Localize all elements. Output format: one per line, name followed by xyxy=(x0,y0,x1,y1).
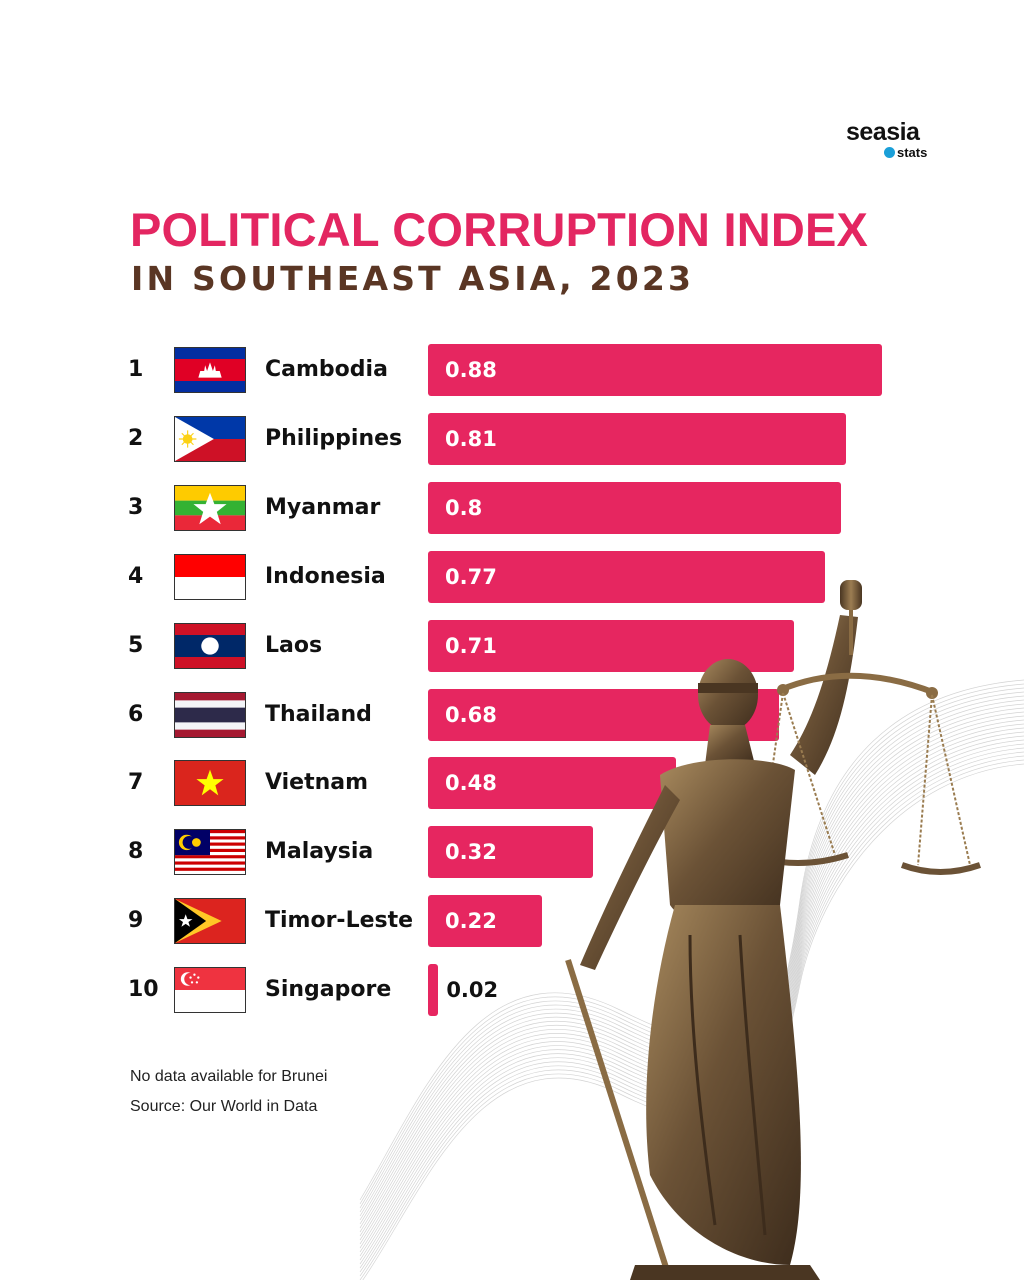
chart-row: 3 Myanmar 0.8 xyxy=(0,481,1024,534)
country-label: Singapore xyxy=(265,977,392,1003)
source-note: Source: Our World in Data xyxy=(130,1098,318,1115)
rank-label: 5 xyxy=(128,632,144,658)
country-label: Vietnam xyxy=(265,770,369,796)
value-label: 0.81 xyxy=(445,426,497,451)
rank-label: 2 xyxy=(128,425,144,451)
chart-row: 2 Philippines 0.81 xyxy=(0,412,1024,465)
value-label: 0.48 xyxy=(445,771,497,796)
logo-wordmark: seasia xyxy=(846,118,920,146)
chart-subtitle: IN SOUTHEAST ASIA, 2023 xyxy=(131,259,695,298)
chart-row: 4 Indonesia 0.77 xyxy=(0,550,1024,603)
value-label: 0.02 xyxy=(446,978,499,1003)
bar xyxy=(428,964,439,1017)
country-label: Indonesia xyxy=(265,563,386,589)
country-label: Myanmar xyxy=(265,494,381,520)
bar xyxy=(428,550,826,603)
cambodia-flag-icon xyxy=(174,347,246,393)
chart-row: 9 Timor-Leste 0.22 xyxy=(0,895,1024,948)
vietnam-flag-icon xyxy=(174,760,246,807)
country-label: Philippines xyxy=(265,425,403,451)
value-label: 0.8 xyxy=(445,495,483,520)
philippines-flag-icon xyxy=(174,415,246,462)
value-label: 0.71 xyxy=(445,633,497,658)
bar xyxy=(428,895,542,948)
country-label: Thailand xyxy=(265,701,372,727)
country-label: Timor-Leste xyxy=(265,908,414,934)
logo-sub-label: stats xyxy=(897,145,928,160)
value-label: 0.22 xyxy=(445,909,497,934)
chart-row: 1 Cambodia 0.88 xyxy=(0,344,1024,396)
bar xyxy=(428,481,841,534)
indonesia-flag-icon xyxy=(174,553,246,600)
chart-title: POLITICAL CORRUPTION INDEX xyxy=(130,203,869,256)
bar xyxy=(428,826,594,879)
rank-label: 7 xyxy=(128,770,144,796)
logo-subtext: stats xyxy=(884,146,927,160)
bar xyxy=(428,344,883,396)
rank-label: 4 xyxy=(128,563,144,589)
myanmar-flag-icon xyxy=(174,484,246,531)
value-label: 0.32 xyxy=(445,840,497,865)
value-label: 0.77 xyxy=(445,564,497,589)
chart-row: 6 Thailand 0.68 xyxy=(0,688,1024,741)
chart-row: 8 Malaysia 0.32 xyxy=(0,826,1024,879)
rank-label: 6 xyxy=(128,701,144,727)
country-label: Laos xyxy=(265,632,323,658)
timor-leste-flag-icon xyxy=(174,898,246,945)
laos-flag-icon xyxy=(174,622,246,669)
singapore-flag-icon xyxy=(174,967,246,1014)
thailand-flag-icon xyxy=(174,691,246,738)
rank-label: 8 xyxy=(128,839,144,865)
seasia-stats-logo: seasia stats xyxy=(846,118,946,160)
value-label: 0.68 xyxy=(445,702,497,727)
rank-label: 3 xyxy=(128,494,144,520)
country-label: Cambodia xyxy=(265,357,388,382)
rank-label: 9 xyxy=(128,908,144,934)
bar xyxy=(428,412,846,465)
rank-label: 1 xyxy=(128,357,144,382)
country-label: Malaysia xyxy=(265,839,374,865)
rank-label: 10 xyxy=(128,977,159,1003)
globe-dot-icon xyxy=(884,147,895,158)
malaysia-flag-icon xyxy=(174,829,246,876)
chart-row: 5 Laos 0.71 xyxy=(0,619,1024,672)
value-label: 0.88 xyxy=(445,358,497,382)
chart-row: 7 Vietnam 0.48 xyxy=(0,757,1024,810)
footnote-no-data: No data available for Brunei xyxy=(130,1068,328,1085)
chart-row: 10 Singapore 0.02 xyxy=(0,964,1024,1017)
